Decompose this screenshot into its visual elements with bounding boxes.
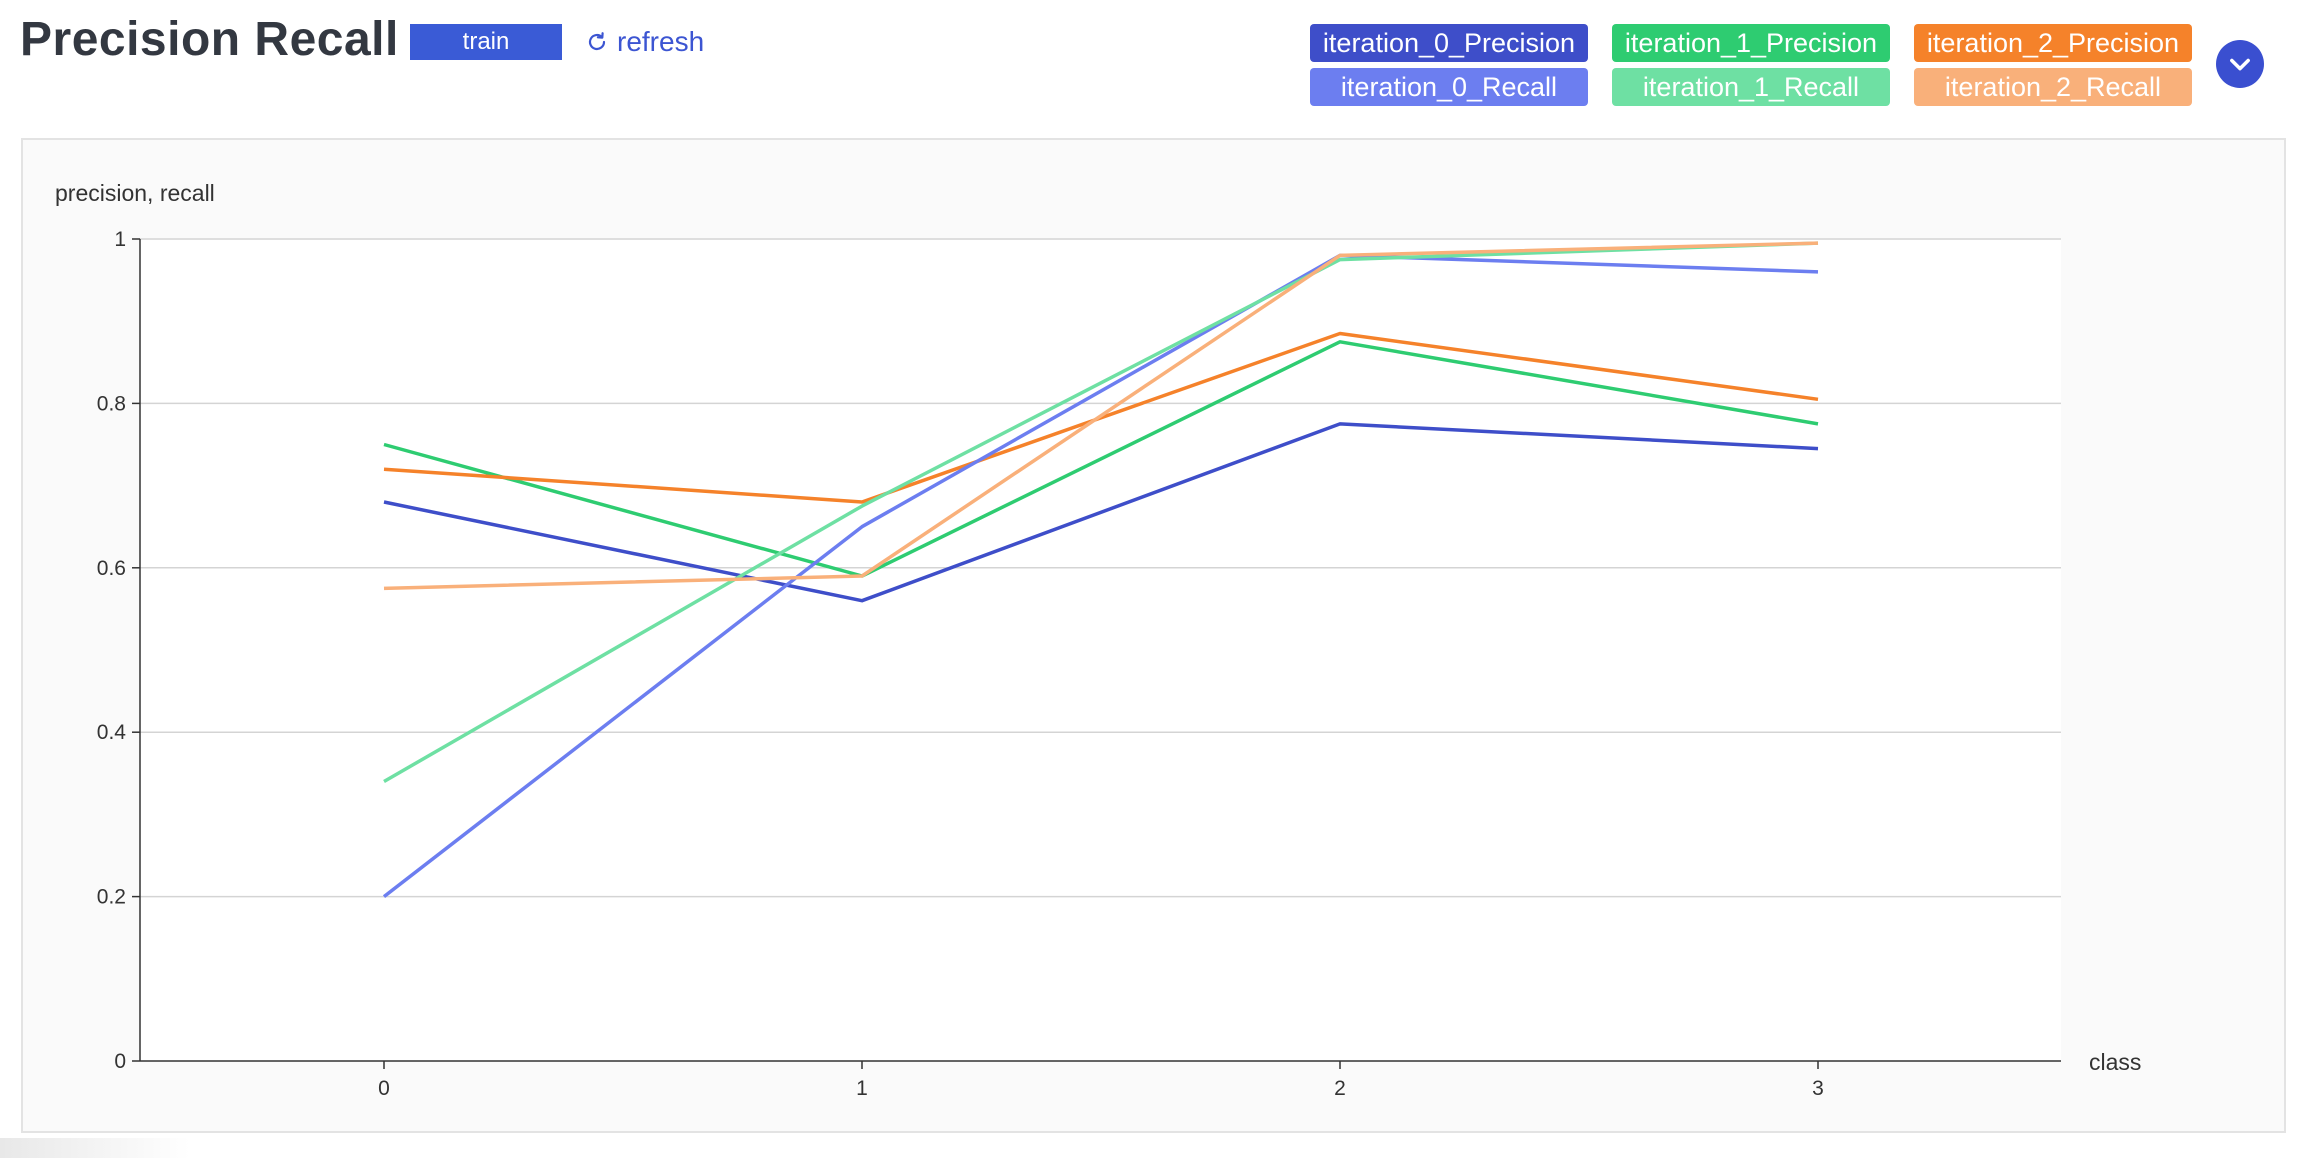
y-tick-label: 0.6 [97,557,126,580]
legend-iteration-2-recall[interactable]: iteration_2_Recall [1914,68,2192,106]
plot-area [140,239,2061,1061]
legend-iteration-2-precision[interactable]: iteration_2_Precision [1914,24,2192,62]
refresh-icon [588,32,606,51]
scroll-shadow [0,1138,190,1158]
legend-iteration-1-recall[interactable]: iteration_1_Recall [1612,68,1890,106]
axis-layer: 0 0.2 0.4 0.6 0.8 1 0 1 2 3 [97,228,2061,1100]
x-tick-label: 3 [1812,1077,1824,1100]
series-layer [382,241,1819,898]
page-title: Precision Recall [20,13,399,66]
series-line-iteration-1-precision [383,340,1819,578]
legend-iteration-1-precision[interactable]: iteration_1_Precision [1612,24,1890,62]
chart-panel: 0 0.2 0.4 0.6 0.8 1 0 1 2 3 precision, recall cla… [21,138,2286,1133]
line-chart: 0 0.2 0.4 0.6 0.8 1 0 1 2 3 precision, recall cla… [55,180,2141,1100]
x-axis-label: class [2089,1049,2141,1075]
series-line-iteration-0-precision [383,422,1819,603]
grid-layer [140,238,2061,1061]
series-line-iteration-1-recall [383,241,1819,784]
chevron-down-icon [2230,58,2250,71]
refresh-button[interactable]: refresh [585,22,704,62]
refresh-label: refresh [617,26,705,57]
series-line-iteration-2-recall [383,241,1819,591]
x-tick-label: 1 [856,1077,868,1100]
y-axis-label: precision, recall [55,180,215,206]
legend-iteration-0-precision[interactable]: iteration_0_Precision [1310,24,1588,62]
series-line-iteration-0-recall [382,253,1819,898]
y-tick-label: 0.2 [97,886,126,909]
x-tick-label: 2 [1334,1077,1346,1100]
expand-legend-button[interactable] [2216,40,2264,88]
chart-header: Precision Recall train refresh iteration… [0,0,2312,130]
train-tag[interactable]: train [410,24,562,60]
y-tick-label: 1 [114,228,126,251]
y-tick-label: 0.4 [97,721,127,744]
y-tick-label: 0.8 [97,392,126,415]
legend-iteration-0-recall[interactable]: iteration_0_Recall [1310,68,1588,106]
x-tick-label: 0 [378,1077,390,1100]
y-tick-label: 0 [114,1050,126,1073]
